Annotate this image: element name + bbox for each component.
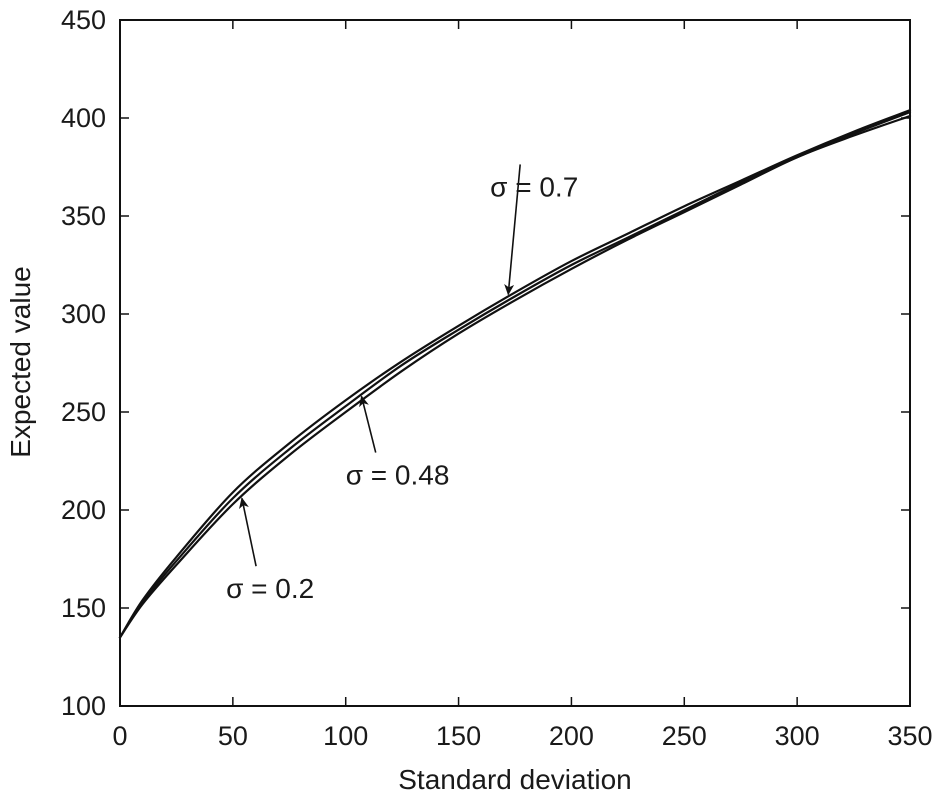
series-line-1 bbox=[118, 114, 912, 639]
annotation-label: σ = 0.7 bbox=[490, 171, 578, 202]
y-tick-label: 450 bbox=[61, 5, 106, 35]
x-tick-label: 0 bbox=[112, 721, 127, 751]
plot-area: σ = 0.2 σ = 0.48 σ = 0.7 bbox=[118, 109, 912, 639]
x-tick-label: 200 bbox=[549, 721, 594, 751]
annotation-label: σ = 0.2 bbox=[226, 573, 314, 604]
annotation-arrow bbox=[359, 395, 377, 453]
axes: 0 50 100 150 200 250 300 350 100 150 200 250 300 350 4… bbox=[61, 5, 933, 751]
annotation-arrow bbox=[504, 164, 521, 296]
annotation-label: σ = 0.48 bbox=[346, 460, 450, 491]
y-tick-label: 150 bbox=[61, 593, 106, 623]
x-tick-label: 150 bbox=[436, 721, 481, 751]
y-tick-label: 200 bbox=[61, 495, 106, 525]
y-tick-label: 350 bbox=[61, 201, 106, 231]
y-axis-label: Expected value bbox=[5, 266, 36, 457]
x-axis-label: Standard deviation bbox=[398, 764, 632, 795]
series-line-3 bbox=[118, 109, 912, 639]
y-tick-label: 400 bbox=[61, 103, 106, 133]
x-tick-label: 300 bbox=[775, 721, 820, 751]
annotation-arrow bbox=[239, 497, 257, 567]
y-tick-label: 250 bbox=[61, 397, 106, 427]
y-tick-label: 100 bbox=[61, 691, 106, 721]
x-tick-label: 350 bbox=[887, 721, 932, 751]
y-tick-label: 300 bbox=[61, 299, 106, 329]
axes-frame bbox=[119, 19, 911, 707]
x-tick-label: 100 bbox=[323, 721, 368, 751]
x-tick-label: 250 bbox=[662, 721, 707, 751]
x-tick-label: 50 bbox=[218, 721, 248, 751]
series-line-2 bbox=[118, 111, 912, 639]
